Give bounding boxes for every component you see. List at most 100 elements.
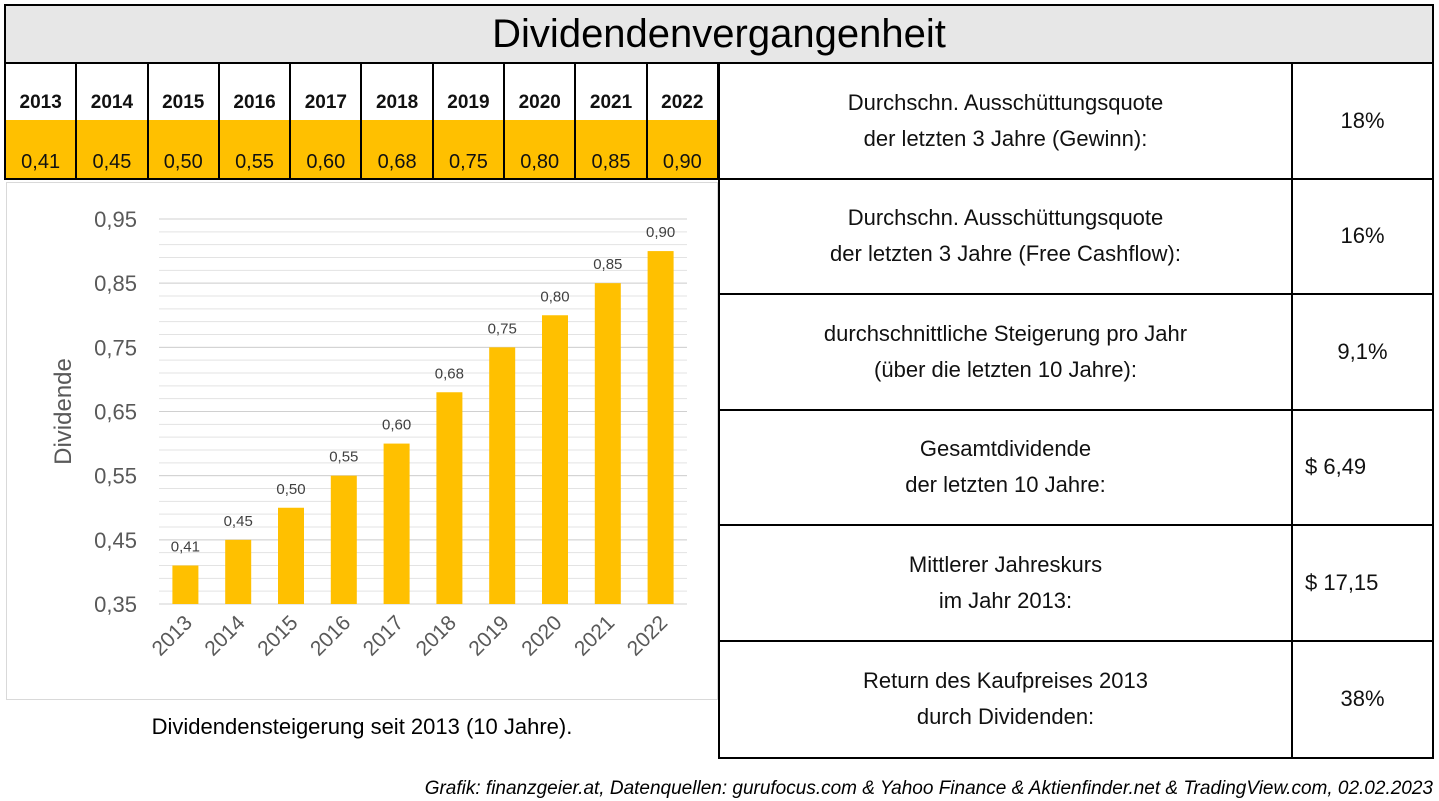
bar xyxy=(383,443,410,604)
metric-value: 18% xyxy=(1340,107,1385,133)
metric-label-line2: der letzten 3 Jahre (Gewinn): xyxy=(863,125,1148,151)
table-column: 2018 0,68 xyxy=(362,64,434,178)
metric-value: 9,1% xyxy=(1337,338,1388,364)
y-axis-label: Dividende xyxy=(50,358,77,465)
y-tick-label: 0,55 xyxy=(94,464,137,489)
metric-row: Return des Kaufpreises 2013 durch Dividen… xyxy=(720,641,1432,757)
dividend-value-cell: 0,50 xyxy=(148,120,218,178)
page-title: Dividendenvergangenheit xyxy=(4,4,1434,64)
bar xyxy=(172,565,199,604)
table-column: 2020 0,80 xyxy=(505,64,577,178)
y-tick-label: 0,85 xyxy=(94,271,137,296)
metric-label: Mittlerer Jahreskurs im Jahr 2013: xyxy=(720,526,1293,640)
year-cell: 2021 xyxy=(589,92,633,113)
metric-label-line2: (über die letzten 10 Jahre): xyxy=(874,356,1137,382)
metric-label-line1: durchschnittliche Steigerung pro Jahr xyxy=(823,320,1188,346)
metric-label-line1: Mittlerer Jahreskurs xyxy=(908,551,1103,577)
y-tick-label: 0,95 xyxy=(94,207,137,232)
dividend-value-cell: 0,41 xyxy=(6,120,76,178)
x-tick-label: 2019 xyxy=(464,611,513,660)
dividend-value-cell: 0,68 xyxy=(362,120,432,178)
data-label: 0,60 xyxy=(382,417,411,434)
data-label: 0,55 xyxy=(329,449,358,466)
x-tick-label: 2020 xyxy=(517,611,566,660)
y-tick-label: 0,75 xyxy=(94,335,137,360)
metric-value: 16% xyxy=(1340,223,1385,249)
year-cell: 2020 xyxy=(518,92,561,113)
year-cell: 2015 xyxy=(162,92,205,113)
year-cell: 2017 xyxy=(304,92,347,113)
data-label: 0,85 xyxy=(593,256,622,273)
table-column: 2013 0,41 xyxy=(6,64,78,178)
x-tick-label: 2015 xyxy=(253,611,302,660)
data-label: 0,41 xyxy=(171,539,200,556)
metric-value: $ 6,49 xyxy=(1305,454,1367,480)
year-cell: 2019 xyxy=(447,92,490,113)
x-tick-label: 2022 xyxy=(623,611,672,660)
metric-row: Durchschn. Ausschüttungsquote der letzten… xyxy=(720,179,1432,295)
table-column: 2017 0,60 xyxy=(291,64,363,178)
dividend-value-cell: 0,45 xyxy=(77,120,147,178)
data-label: 0,68 xyxy=(435,365,464,382)
dividend-value-cell: 0,60 xyxy=(291,120,361,178)
metric-value: 38% xyxy=(1340,686,1385,712)
y-tick-label: 0,65 xyxy=(94,400,137,425)
metric-label: Return des Kaufpreises 2013 durch Dividen… xyxy=(720,641,1293,757)
metric-label-line1: Durchschn. Ausschüttungsquote xyxy=(847,89,1164,115)
metric-row: Durchschn. Ausschüttungsquote der letzten… xyxy=(720,64,1432,180)
metric-label-line2: der letzten 3 Jahre (Free Cashflow): xyxy=(830,241,1181,267)
metric-value: $ 17,15 xyxy=(1305,569,1379,595)
x-tick-label: 2013 xyxy=(148,611,197,660)
year-cell: 2022 xyxy=(661,92,704,113)
metric-label-line1: Durchschn. Ausschüttungsquote xyxy=(847,205,1164,231)
x-tick-label: 2021 xyxy=(570,611,619,660)
table-column: 2016 0,55 xyxy=(219,64,292,178)
metric-label: Durchschn. Ausschüttungsquote der letzten… xyxy=(720,64,1293,178)
dividend-year-table: 2013 0,41 2014 0,45 2015 0,50 2016 0,55 2017… xyxy=(4,64,719,180)
metric-label: Durchschn. Ausschüttungsquote der letzten… xyxy=(720,179,1293,293)
x-tick-label: 2017 xyxy=(359,611,408,660)
dividend-value-cell: 0,80 xyxy=(505,120,575,178)
bar xyxy=(278,507,304,604)
metric-label-line2: im Jahr 2013: xyxy=(938,587,1073,613)
metric-row: Mittlerer Jahreskurs im Jahr 2013: $ 17,1… xyxy=(720,526,1432,642)
metric-label-line1: Return des Kaufpreises 2013 xyxy=(863,668,1148,694)
table-column: 2021 0,85 xyxy=(576,64,648,178)
bar xyxy=(489,347,516,604)
dividend-value-cell: 0,75 xyxy=(433,120,504,178)
dividend-value-cell: 0,55 xyxy=(219,120,290,178)
data-label: 0,45 xyxy=(224,513,253,530)
dividend-value-cell: 0,85 xyxy=(576,120,646,178)
table-column: 2015 0,50 xyxy=(148,64,220,178)
y-tick-label: 0,45 xyxy=(94,528,137,553)
metric-row: Gesamtdividende der letzten 10 Jahre: $ 6… xyxy=(720,410,1432,526)
year-cell: 2014 xyxy=(90,92,134,113)
dividend-bar-chart: 0,35 0,45 0,55 0,65 0,75 0,85 0,95 Dividende 0,4… xyxy=(6,182,718,700)
dividend-value-cell: 0,90 xyxy=(647,120,717,178)
chart-canvas: 0,35 0,45 0,55 0,65 0,75 0,85 0,95 Dividende 0,4… xyxy=(50,207,687,661)
metric-label-line2: der letzten 10 Jahre: xyxy=(905,472,1106,498)
bar xyxy=(647,251,674,604)
bar xyxy=(436,392,463,604)
metrics-table: Durchschn. Ausschüttungsquote der letzten… xyxy=(718,64,1434,759)
year-cell: 2016 xyxy=(233,92,276,113)
year-cell: 2018 xyxy=(375,92,419,113)
chart-caption: Dividendensteigerung seit 2013 (10 Jahre… xyxy=(151,714,573,739)
metric-label: Gesamtdividende der letzten 10 Jahre: xyxy=(720,410,1293,524)
metric-label-line2: durch Dividenden: xyxy=(916,704,1095,730)
bar xyxy=(225,539,252,604)
metric-label-line1: Gesamtdividende xyxy=(919,436,1092,462)
table-column: 2022 0,90 xyxy=(647,64,717,178)
bar xyxy=(330,475,357,604)
x-tick-label: 2014 xyxy=(200,611,250,661)
table-column: 2019 0,75 xyxy=(433,64,506,178)
y-tick-label: 0,35 xyxy=(94,592,137,617)
year-cell: 2013 xyxy=(19,92,62,113)
metric-label: durchschnittliche Steigerung pro Jahr (üb… xyxy=(720,295,1293,409)
x-tick-label: 2018 xyxy=(412,611,461,660)
data-label: 0,50 xyxy=(276,481,305,498)
table-column: 2014 0,45 xyxy=(77,64,149,178)
bar xyxy=(542,315,568,604)
data-label: 0,80 xyxy=(540,288,569,305)
metric-row: durchschnittliche Steigerung pro Jahr (üb… xyxy=(720,295,1432,411)
